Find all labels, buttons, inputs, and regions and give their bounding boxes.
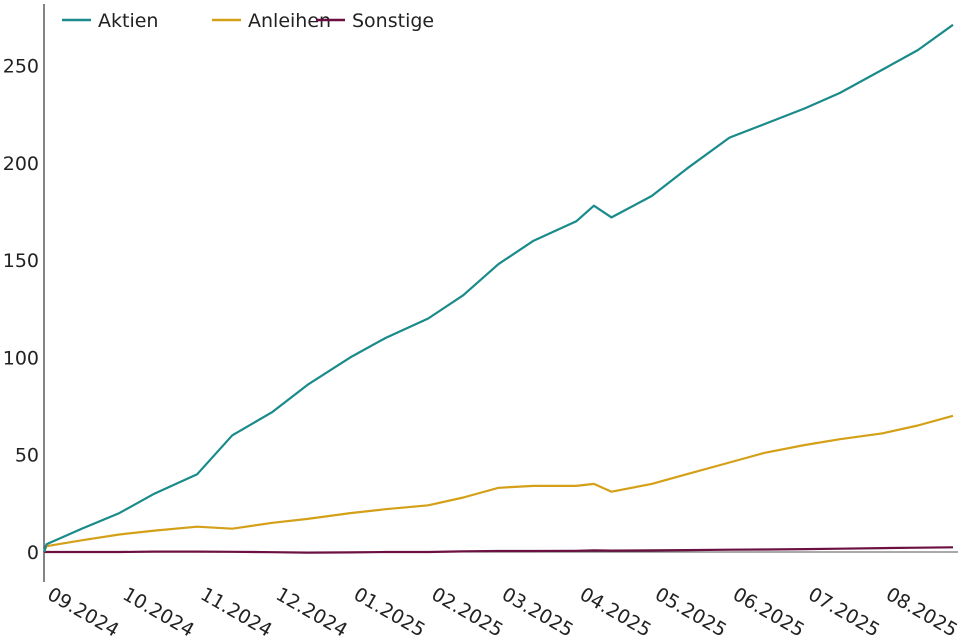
y-tick-label: 200 xyxy=(3,153,39,175)
x-tick-label: 11.2024 xyxy=(197,583,276,641)
x-tick-label: 06.2025 xyxy=(729,583,808,641)
y-tick-label: 50 xyxy=(15,445,39,467)
y-tick-label: 150 xyxy=(3,250,39,272)
y-axis: 0 50 100 150 200 250 xyxy=(3,4,45,582)
x-tick-label: 09.2024 xyxy=(44,583,123,641)
x-tick-label: 05.2025 xyxy=(651,583,730,641)
y-tick-label: 100 xyxy=(3,347,39,369)
x-tick-label: 04.2025 xyxy=(576,583,655,641)
x-tick-label: 07.2025 xyxy=(804,583,883,641)
legend-label: Sonstige xyxy=(352,10,434,32)
legend: Aktien Anleihen Sonstige xyxy=(62,10,434,32)
y-tick-label: 0 xyxy=(27,542,39,564)
series-lines xyxy=(42,23,954,554)
x-tick-label: 01.2025 xyxy=(350,583,429,641)
x-tick-label: 10.2024 xyxy=(119,583,198,641)
x-tick-label: 02.2025 xyxy=(428,583,507,641)
x-axis: 09.202410.202411.202412.202401.202502.20… xyxy=(44,551,960,642)
y-tick-label: 250 xyxy=(3,56,39,78)
legend-label: Anleihen xyxy=(248,10,331,32)
x-tick-label: 12.2024 xyxy=(272,583,351,641)
x-tick-label: 03.2025 xyxy=(498,583,577,641)
series-line-aktien xyxy=(42,23,954,553)
legend-label: Aktien xyxy=(98,10,158,32)
series-line-anleihen xyxy=(42,414,954,553)
x-tick-label: 08.2025 xyxy=(882,583,960,641)
